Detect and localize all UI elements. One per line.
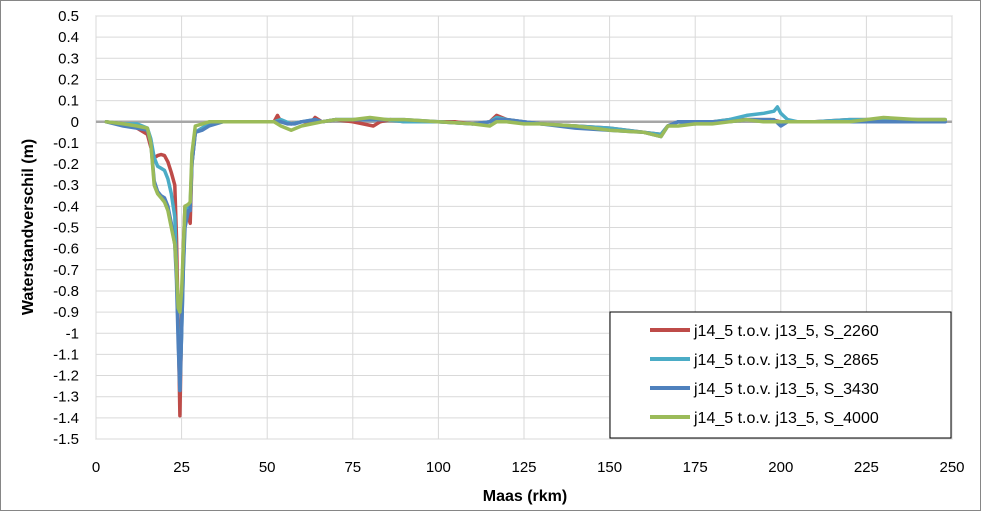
x-tick-label: 200 [768, 459, 793, 476]
y-tick-label: -0.8 [53, 283, 79, 300]
y-tick-label: -1.1 [53, 346, 79, 363]
y-tick-label: -1.5 [53, 431, 79, 448]
x-tick-label: 250 [939, 459, 964, 476]
y-tick-label: -1 [66, 325, 79, 342]
y-tick-labels: 0.5 0.4 0.3 0.2 0.1 0 -0.1 -0.2 -0.3 -0.4 -0.5 -0.6… [53, 8, 79, 448]
y-tick-label: -0.3 [53, 177, 79, 194]
y-tick-label: -1.4 [53, 410, 79, 427]
y-tick-label: 0.1 [58, 93, 79, 110]
y-tick-label: -0.7 [53, 262, 79, 279]
y-tick-label: 0.4 [58, 29, 79, 46]
y-tick-label: -0.1 [53, 135, 79, 152]
y-tick-label: -0.6 [53, 241, 79, 258]
x-tick-label: 50 [259, 459, 276, 476]
y-tick-label: 0 [71, 114, 79, 131]
legend: j14_5 t.o.v. j13_5, S_2260 j14_5 t.o.v. j… [609, 311, 952, 439]
x-tick-label: 75 [344, 459, 361, 476]
y-tick-label: -0.9 [53, 304, 79, 321]
y-tick-label: -1.3 [53, 389, 79, 406]
y-tick-label: 0.5 [58, 8, 79, 25]
x-tick-label: 225 [854, 459, 879, 476]
y-tick-label: 0.3 [58, 50, 79, 67]
y-tick-label: 0.2 [58, 71, 79, 88]
legend-label: j14_5 t.o.v. j13_5, S_2260 [693, 323, 879, 340]
y-tick-label: -0.5 [53, 220, 79, 237]
x-tick-label: 0 [92, 459, 100, 476]
x-tick-label: 150 [597, 459, 622, 476]
series-layer [104, 105, 947, 418]
x-tick-label: 125 [511, 459, 536, 476]
x-tick-label: 175 [683, 459, 708, 476]
x-tick-label: 25 [173, 459, 190, 476]
y-tick-label: -0.2 [53, 156, 79, 173]
y-axis-title: Waterstandverschil (m) [20, 139, 37, 315]
series-line-4 [104, 115, 947, 314]
y-tick-label: -0.4 [53, 198, 79, 215]
y-tick-label: -1.2 [53, 368, 79, 385]
legend-label: j14_5 t.o.v. j13_5, S_3430 [693, 381, 879, 398]
x-axis-title: Maas (rkm) [483, 488, 567, 505]
legend-label: j14_5 t.o.v. j13_5, S_2865 [693, 352, 879, 369]
x-tick-label: 100 [426, 459, 451, 476]
x-tick-labels: 0 25 50 75 100 125 150 175 200 225 250 [92, 459, 965, 476]
legend-label: j14_5 t.o.v. j13_5, S_4000 [693, 410, 879, 427]
